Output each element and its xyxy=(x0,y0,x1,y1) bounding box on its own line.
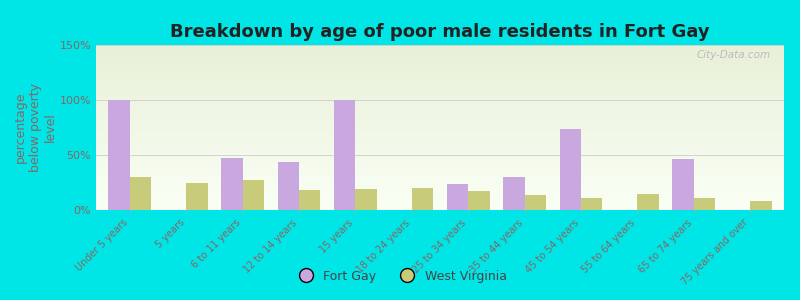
Bar xyxy=(694,198,715,210)
Title: Breakdown by age of poor male residents in Fort Gay: Breakdown by age of poor male residents … xyxy=(170,23,710,41)
Legend: Fort Gay, West Virginia: Fort Gay, West Virginia xyxy=(288,265,512,288)
Bar xyxy=(355,189,377,210)
Bar xyxy=(638,194,659,210)
Bar xyxy=(186,182,208,210)
Bar xyxy=(503,177,525,210)
Bar xyxy=(581,198,602,210)
Bar xyxy=(412,188,434,210)
Bar xyxy=(334,100,355,210)
Bar xyxy=(221,158,242,210)
Bar xyxy=(672,159,694,210)
Text: City-Data.com: City-Data.com xyxy=(696,50,770,60)
Bar xyxy=(109,100,130,210)
Bar xyxy=(468,191,490,210)
Bar xyxy=(525,195,546,210)
Bar xyxy=(559,129,581,210)
Bar xyxy=(446,184,468,210)
Y-axis label: percentage
below poverty
level: percentage below poverty level xyxy=(14,83,57,172)
Bar xyxy=(130,177,151,210)
Bar xyxy=(242,180,264,210)
Bar xyxy=(299,190,321,210)
Bar xyxy=(278,162,299,210)
Bar xyxy=(750,201,771,210)
